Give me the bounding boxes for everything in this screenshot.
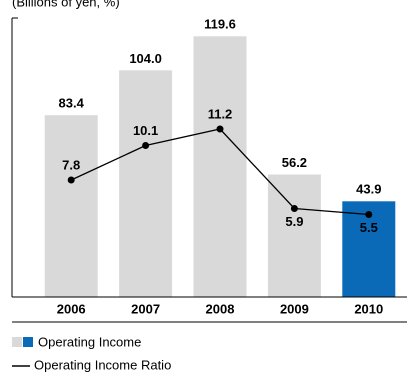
bar-value-label: 56.2 [282, 155, 307, 170]
bar-value-label: 104.0 [129, 51, 162, 66]
bar-value-label: 43.9 [356, 182, 381, 197]
bar [193, 36, 247, 297]
ratio-value-label: 5.5 [360, 220, 378, 235]
ratio-point [67, 176, 75, 184]
bar [267, 174, 321, 297]
x-tick-label: 2008 [206, 301, 235, 316]
x-tick-label: 2007 [131, 301, 160, 316]
bar-value-label: 119.6 [204, 17, 236, 32]
legend-swatch [23, 337, 33, 347]
ratio-point [290, 205, 298, 212]
bar-value-label: 83.4 [59, 96, 85, 111]
legend-label: Operating Income [38, 334, 141, 349]
ratio-point [216, 125, 224, 133]
ratio-point [365, 211, 373, 218]
ratio-point [142, 142, 150, 149]
x-tick-label: 2010 [354, 301, 383, 316]
bar [119, 70, 173, 297]
legend-label: Operating Income Ratio [34, 357, 171, 372]
ratio-value-label: 7.8 [62, 157, 80, 172]
chart-subtitle: (Billions of yen, %) [12, 0, 120, 9]
x-tick-label: 2009 [280, 301, 309, 316]
bar [44, 115, 98, 297]
ratio-value-label: 10.1 [133, 123, 158, 138]
x-tick-label: 2006 [57, 301, 86, 316]
ratio-value-label: 5.9 [285, 214, 303, 229]
ratio-value-label: 11.2 [208, 106, 233, 121]
legend-swatch [12, 337, 22, 347]
